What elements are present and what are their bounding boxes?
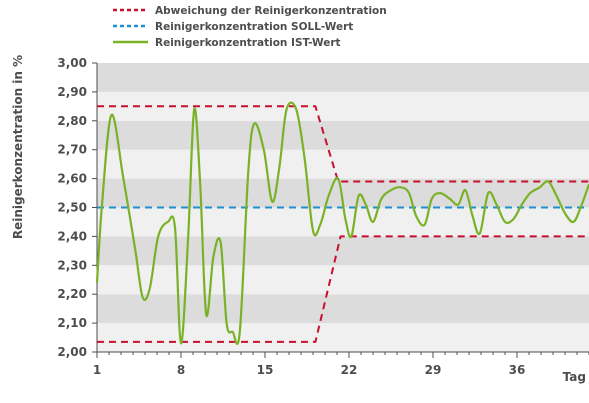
x-tick-label: 22	[341, 363, 358, 377]
x-tick-label: 15	[257, 363, 274, 377]
grid-band	[97, 120, 589, 150]
y-tick-label: 2,80	[57, 114, 87, 128]
y-tick-label: 2,40	[57, 229, 87, 243]
x-axis-title: Tag	[563, 370, 586, 384]
y-axis: 2,00 2,10 2,20 2,30 2,40 2,50 2,60 2,70 2,80 2,90…	[57, 56, 98, 359]
x-axis: 1 8 15 22 29 36	[93, 351, 589, 377]
y-tick-label: 2,90	[57, 85, 87, 99]
y-tick-label: 2,30	[57, 258, 87, 272]
grid-band	[97, 63, 589, 92]
grid-band	[97, 236, 589, 266]
grid-band	[97, 323, 589, 352]
grid-band	[97, 207, 589, 237]
grid-band	[97, 294, 589, 324]
legend-label: Abweichung der Reinigerkonzentration	[155, 5, 387, 17]
y-tick-label: 2,50	[57, 201, 87, 215]
y-tick-label: 2,60	[57, 172, 87, 186]
grid-band	[97, 91, 589, 121]
series-deviation-upper-line	[97, 105, 589, 183]
x-tick-label: 29	[425, 363, 442, 377]
y-tick-label: 2,00	[57, 345, 87, 359]
y-tick-label: 2,10	[57, 316, 87, 330]
y-tick-label: 3,00	[57, 56, 87, 70]
y-tick-label: 2,70	[57, 143, 87, 157]
series-layer	[95, 101, 589, 345]
legend-label: Reinigerkonzentration SOLL-Wert	[155, 21, 353, 33]
legend-label: Reinigerkonzentration IST-Wert	[155, 37, 341, 49]
y-axis-title: Reinigerkonzentration in %	[11, 55, 25, 239]
grid-bands	[97, 63, 589, 352]
grid-band	[97, 149, 589, 179]
y-tick-label: 2,20	[57, 287, 87, 301]
x-tick-label: 8	[177, 363, 185, 377]
legend: Abweichung der Reinigerkonzentration Rein…	[113, 5, 387, 49]
series-deviation-lower-line	[97, 235, 589, 343]
x-tick-label: 1	[93, 363, 101, 377]
series-ist-line	[95, 101, 589, 345]
grid-band	[97, 265, 589, 295]
x-tick-label: 36	[509, 363, 526, 377]
